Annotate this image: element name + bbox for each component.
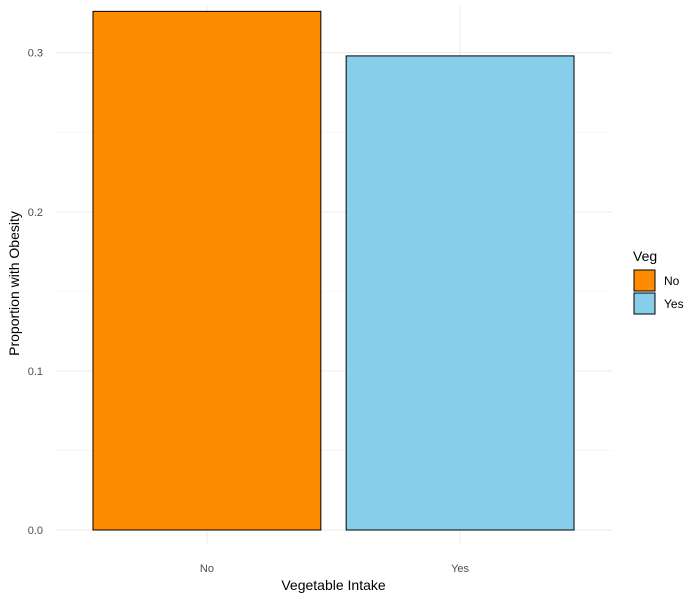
bar-no xyxy=(92,10,322,531)
y-axis-ticks: 0.0 0.1 0.2 0.3 xyxy=(28,48,43,537)
legend-swatch-yes xyxy=(633,292,656,315)
legend-title: Veg xyxy=(633,248,657,264)
legend-swatch-no xyxy=(633,269,656,292)
legend: Veg No Yes xyxy=(633,248,684,315)
x-tick-label: No xyxy=(200,563,214,575)
x-axis-title: Vegetable Intake xyxy=(281,577,386,593)
y-tick-label: 0.1 xyxy=(28,366,43,378)
y-tick-label: 0.2 xyxy=(28,207,43,219)
legend-label: Yes xyxy=(664,297,684,311)
y-tick-label: 0.0 xyxy=(28,525,43,537)
y-axis-title: Proportion with Obesity xyxy=(6,211,22,356)
y-tick-label: 0.3 xyxy=(28,48,43,60)
bar-yes xyxy=(345,55,575,531)
bars xyxy=(92,10,575,531)
x-axis-ticks: No Yes xyxy=(200,563,470,575)
legend-items: No Yes xyxy=(633,269,684,315)
legend-label: No xyxy=(664,274,680,288)
x-tick-label: Yes xyxy=(451,563,469,575)
